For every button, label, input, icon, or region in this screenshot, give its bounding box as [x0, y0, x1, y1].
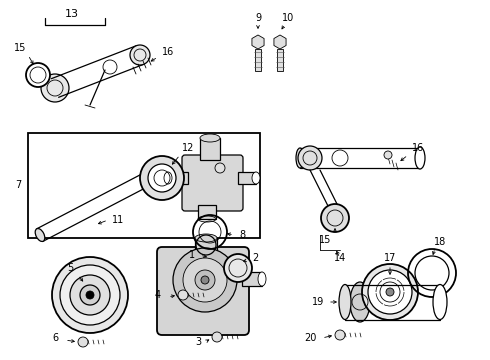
Text: 15: 15 [14, 43, 26, 53]
Ellipse shape [35, 229, 45, 242]
Text: 2: 2 [252, 253, 258, 263]
Ellipse shape [339, 284, 351, 320]
Circle shape [386, 288, 394, 296]
Circle shape [80, 285, 100, 305]
Circle shape [298, 146, 322, 170]
Circle shape [224, 254, 252, 282]
Text: 8: 8 [239, 230, 245, 240]
Circle shape [335, 330, 345, 340]
Circle shape [212, 332, 222, 342]
Circle shape [321, 204, 349, 232]
Circle shape [70, 275, 110, 315]
Text: 9: 9 [255, 13, 261, 23]
Text: 7: 7 [15, 180, 21, 190]
Text: 17: 17 [384, 253, 396, 263]
Text: 13: 13 [65, 9, 79, 19]
Bar [195, 238, 217, 258]
Bar [200, 138, 220, 160]
Circle shape [215, 163, 225, 173]
Ellipse shape [200, 134, 220, 142]
Text: 12: 12 [182, 143, 194, 153]
Text: 6: 6 [52, 333, 58, 343]
Text: 4: 4 [155, 290, 161, 300]
Ellipse shape [164, 172, 172, 184]
Circle shape [148, 164, 176, 192]
Bar [198, 205, 216, 219]
Bar [255, 49, 261, 71]
Text: 16: 16 [412, 143, 424, 153]
Ellipse shape [433, 284, 447, 320]
Ellipse shape [258, 272, 266, 286]
Circle shape [41, 74, 69, 102]
Circle shape [60, 265, 120, 325]
Ellipse shape [195, 234, 217, 242]
Ellipse shape [296, 148, 304, 168]
Text: 5: 5 [67, 263, 73, 273]
Circle shape [195, 270, 215, 290]
Circle shape [52, 257, 128, 333]
Ellipse shape [150, 168, 160, 181]
Text: 11: 11 [112, 215, 124, 225]
Circle shape [368, 270, 412, 314]
Text: 16: 16 [162, 47, 174, 57]
Bar [242, 272, 262, 286]
Text: 1: 1 [189, 250, 195, 260]
Circle shape [183, 258, 227, 302]
Text: 10: 10 [282, 13, 294, 23]
Circle shape [140, 156, 184, 200]
Circle shape [362, 264, 418, 320]
Circle shape [178, 290, 188, 300]
FancyBboxPatch shape [182, 155, 243, 211]
Circle shape [173, 248, 237, 312]
Bar [238, 172, 256, 184]
Text: 18: 18 [434, 237, 446, 247]
Text: 19: 19 [312, 297, 324, 307]
FancyBboxPatch shape [157, 247, 249, 335]
Circle shape [130, 45, 150, 65]
Text: 3: 3 [195, 337, 201, 347]
Circle shape [78, 337, 88, 347]
Circle shape [86, 291, 94, 299]
Ellipse shape [350, 282, 370, 322]
Circle shape [384, 151, 392, 159]
Polygon shape [274, 35, 286, 49]
Text: 15: 15 [319, 235, 331, 245]
Polygon shape [252, 35, 264, 49]
Ellipse shape [252, 172, 260, 184]
Bar [168, 172, 188, 184]
Circle shape [201, 276, 209, 284]
Bar [28, 133, 260, 238]
Ellipse shape [415, 147, 425, 169]
Circle shape [26, 63, 50, 87]
Text: 20: 20 [304, 333, 316, 343]
Bar [277, 49, 283, 71]
Text: 14: 14 [334, 253, 346, 263]
